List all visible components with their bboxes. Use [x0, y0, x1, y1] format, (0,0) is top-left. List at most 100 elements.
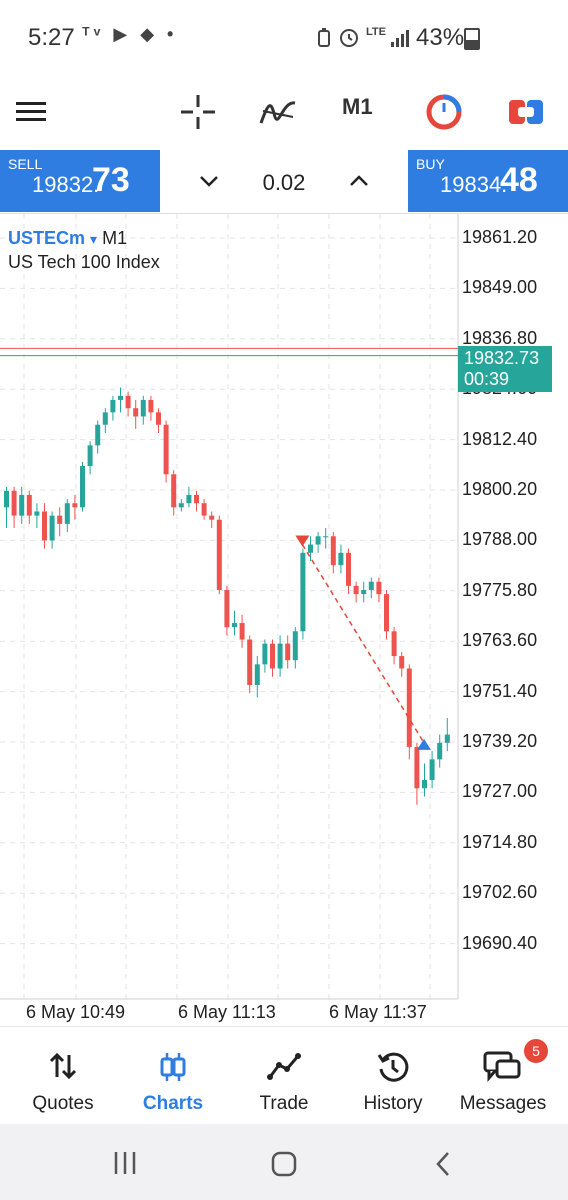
price-axis-label: 19800.20 — [462, 479, 538, 499]
price-axis-label: 19836.80 — [462, 327, 538, 348]
nav-charts[interactable]: Charts — [118, 1027, 228, 1125]
price-axis-label: 19727.00 — [462, 781, 538, 802]
history-icon — [377, 1052, 409, 1082]
back-icon[interactable] — [432, 1150, 456, 1178]
candle-body — [11, 490, 17, 516]
candle-body — [444, 734, 450, 743]
candle-body — [376, 581, 382, 595]
timeframe-selector[interactable]: M1 — [342, 94, 373, 119]
nav-label-messages: Messages — [459, 1093, 547, 1114]
price-axis-label: 19812.40 — [462, 428, 538, 449]
sell-button[interactable]: SELL 19832. 73 — [0, 150, 160, 212]
candle-body — [194, 494, 199, 504]
candle-body — [315, 536, 321, 545]
candle-body — [391, 631, 397, 657]
candle-body — [19, 494, 25, 516]
candle-body — [353, 585, 359, 595]
symbol-dropdown-icon[interactable]: ▾ — [90, 231, 98, 247]
buy-arrow-icon — [417, 738, 431, 750]
candle-body — [171, 474, 177, 508]
candle-body — [414, 746, 420, 789]
chart-toolbar: M1 — [0, 76, 568, 146]
candle-body — [262, 643, 268, 665]
nav-label-charts: Charts — [142, 1093, 204, 1114]
nav-label-history: History — [363, 1093, 423, 1114]
price-axis-label: 19775.80 — [462, 579, 538, 600]
messages-icon — [483, 1051, 521, 1083]
buy-price-pips: 48 — [500, 161, 538, 199]
candle-body — [346, 552, 351, 586]
candle-body — [42, 511, 47, 541]
nav-trade[interactable]: Trade — [229, 1027, 339, 1125]
candle-body — [49, 515, 55, 541]
candle-body — [148, 399, 154, 413]
chart-canvas[interactable] — [0, 214, 568, 1024]
symbol-timeframe: M1 — [102, 228, 128, 248]
buy-button[interactable]: BUY 19834. 48 — [408, 150, 568, 212]
notification-icons: ᵀᵛ ▶ ◆ • — [82, 24, 178, 44]
trade-connection-line — [301, 544, 425, 744]
lot-size-value[interactable]: 0.02 — [262, 170, 306, 195]
nav-history[interactable]: History — [338, 1027, 448, 1125]
symbol-name[interactable]: USTECm — [8, 228, 86, 248]
candle-body — [285, 643, 291, 661]
candle-countdown: 00:39 — [464, 369, 510, 389]
candle-body — [247, 639, 253, 685]
candle-body — [361, 589, 367, 595]
symbol-header[interactable]: USTECm ▾ M1 — [8, 228, 127, 249]
candle-body — [300, 552, 306, 632]
candle-body — [118, 395, 123, 400]
candle-body — [368, 581, 374, 590]
price-axis-label: 19849.00 — [462, 277, 538, 298]
candle-body — [270, 643, 275, 669]
candle-body — [102, 412, 108, 425]
price-chart[interactable]: USTECm ▾ M1 US Tech 100 Index 19861.20 19… — [0, 214, 568, 1024]
candle-body — [95, 424, 101, 446]
lot-increase-icon[interactable] — [346, 168, 372, 194]
indicators-icon[interactable] — [256, 90, 300, 134]
candle-body — [26, 494, 32, 516]
candle-body — [64, 503, 70, 524]
sell-price-main: 19832. — [32, 172, 100, 197]
one-click-trade-panel: SELL 19832. 73 0.02 BUY 19834. 48 — [0, 150, 568, 214]
nav-label-trade: Trade — [259, 1093, 309, 1114]
candle-body — [406, 668, 412, 747]
nav-quotes[interactable]: Quotes — [8, 1027, 118, 1125]
trade-panel-icon[interactable] — [504, 90, 548, 134]
charts-icon — [160, 1053, 186, 1081]
candle-body — [216, 519, 222, 590]
candle-body — [72, 503, 78, 508]
home-icon[interactable] — [270, 1150, 298, 1178]
price-axis-label: 19763.60 — [462, 630, 538, 651]
crosshair-icon[interactable] — [176, 90, 220, 134]
battery-saver-icon — [318, 28, 330, 47]
time-axis-label: 6 May 10:49 — [26, 1002, 126, 1022]
sell-label: SELL — [8, 156, 43, 172]
recent-apps-icon[interactable] — [112, 1150, 138, 1176]
candle-body — [323, 536, 329, 538]
price-axis-label: 19702.60 — [462, 882, 538, 903]
menu-icon[interactable] — [10, 90, 54, 134]
candle-body — [57, 515, 63, 524]
price-axis-label: 19714.80 — [462, 831, 538, 852]
candle-body — [140, 399, 146, 417]
symbol-description: US Tech 100 Index — [8, 252, 160, 272]
candle-body — [133, 408, 139, 417]
candle-body — [399, 656, 405, 669]
network-type: LTE — [366, 26, 386, 38]
candle-body — [125, 395, 131, 409]
nav-messages[interactable]: 5 Messages — [448, 1027, 558, 1125]
sell-price-pips: 73 — [92, 161, 130, 199]
nav-label-quotes: Quotes — [32, 1093, 94, 1114]
candle-body — [330, 536, 336, 566]
candle-body — [422, 780, 427, 789]
price-axis-label: 19739.20 — [462, 731, 538, 751]
candle-body — [437, 742, 443, 760]
price-axis-label: 19690.40 — [462, 932, 538, 953]
candle-body — [338, 552, 344, 566]
candle-body — [34, 511, 40, 516]
lot-decrease-icon[interactable] — [196, 168, 222, 194]
candle-body — [186, 494, 192, 504]
one-click-trading-icon[interactable] — [422, 90, 466, 134]
candle-body — [163, 424, 169, 475]
